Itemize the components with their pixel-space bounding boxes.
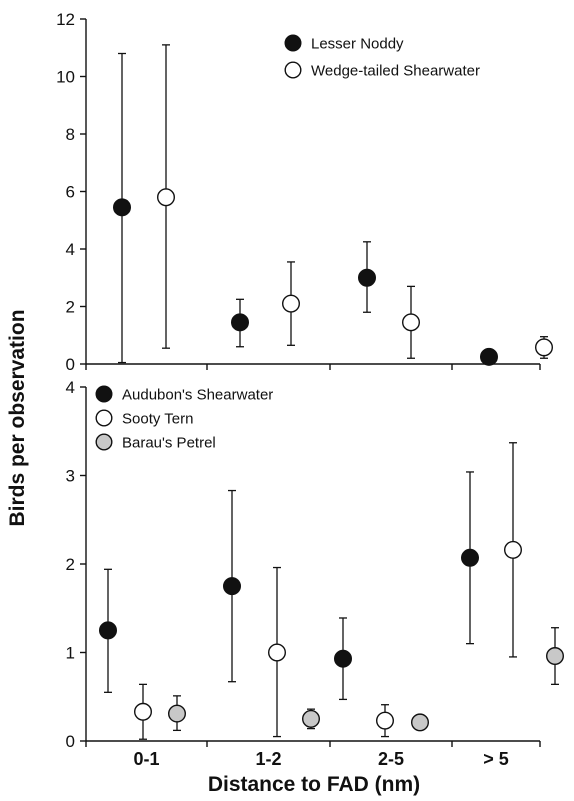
y-tick-label: 1 [66,644,75,663]
y-tick-label: 4 [66,240,75,259]
x-category-label: > 5 [483,749,509,769]
top-panel: 0 2 4 6 8 10 12 Lesser Noddy Wedge-tailed Shearw… [56,10,554,374]
y-tick-label: 4 [66,378,75,397]
y-tick-label: 8 [66,125,75,144]
bottom-panel: 0 1 2 3 4 0-1 1-2 2-5 > 5 Audubon's Shearwater Soo… [66,378,565,769]
legend-label: Sooty Tern [122,411,193,428]
y-axis-title: Birds per observation [6,309,29,526]
legend-label: Audubon's Shearwater [122,387,273,404]
data-point [167,704,186,723]
y-tick-label: 0 [66,355,75,374]
legend-marker [95,409,113,427]
x-category-label: 0-1 [133,749,159,769]
data-point [334,649,353,668]
legend-marker [95,433,113,451]
data-point [282,294,301,313]
data-point [535,338,554,357]
y-tick-label: 2 [66,298,75,317]
legend-marker [95,385,113,403]
data-point [402,313,421,332]
data-point [230,313,249,332]
y-tick-label: 2 [66,555,75,574]
legend-marker [284,34,302,52]
legend-label: Lesser Noddy [311,36,404,53]
x-category-label: 1-2 [255,749,281,769]
data-point [411,713,430,732]
data-point [222,577,241,596]
data-point [461,548,480,567]
y-tick-label: 3 [66,467,75,486]
x-category-label: 2-5 [378,749,404,769]
y-tick-label: 10 [56,68,75,87]
data-point [268,643,287,662]
data-point [504,540,523,559]
data-point [480,347,499,366]
data-point [98,621,117,640]
legend-marker [284,61,302,79]
data-point [302,709,321,728]
y-tick-label: 0 [66,732,75,751]
legend-label: Barau's Petrel [122,435,216,452]
data-point [133,702,152,721]
y-tick-label: 6 [66,183,75,202]
data-point [376,711,395,730]
legend-label: Wedge-tailed Shearwater [311,63,480,80]
data-point [546,647,565,666]
y-tick-label: 12 [56,10,75,29]
data-point [358,268,377,287]
x-axis-title: Distance to FAD (nm) [208,773,420,796]
data-point [112,198,131,217]
data-point [156,188,175,207]
